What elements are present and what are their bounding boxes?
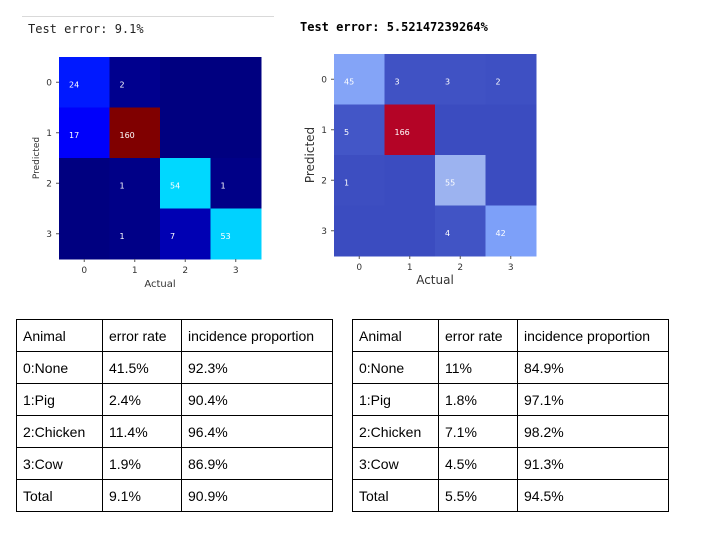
heatmap-cell	[334, 105, 385, 156]
table-header-row: Animal error rate incidence proportion	[17, 320, 333, 352]
table-cell: 5.5%	[439, 480, 518, 512]
table-cell: 2:Chicken	[17, 416, 103, 448]
heatmap-cell	[435, 206, 486, 257]
table-cell: 90.4%	[182, 384, 333, 416]
table-cell: 91.3%	[518, 448, 669, 480]
heatmap-cell	[486, 155, 537, 206]
table-cell: 90.9%	[182, 480, 333, 512]
x-axis-label: Actual	[416, 273, 454, 287]
cell-value-label: 42	[496, 229, 506, 238]
table-cell: 98.2%	[518, 416, 669, 448]
cell-value-label: 55	[445, 178, 455, 187]
y-tick-label: 0	[321, 75, 327, 85]
stats-table-left: Animal error rate incidence proportion 0:No…	[16, 319, 333, 512]
x-tick-label: 0	[356, 263, 362, 273]
table-cell: 41.5%	[103, 352, 182, 384]
table-cell: 1.9%	[103, 448, 182, 480]
y-tick-label: 3	[321, 227, 327, 237]
heatmap-cell	[385, 105, 436, 156]
table-row: Total 5.5% 94.5%	[353, 480, 669, 512]
table-row: 3:Cow 1.9% 86.9%	[17, 448, 333, 480]
table-row: 0:None 41.5% 92.3%	[17, 352, 333, 384]
column-header: Animal	[17, 320, 103, 352]
cell-value-label: 5	[344, 128, 349, 137]
cell-value-label: 45	[344, 77, 354, 86]
table-row: 0:None 11% 84.9%	[353, 352, 669, 384]
table-cell: 0:None	[353, 352, 439, 384]
table-cell: 3:Cow	[17, 448, 103, 480]
table-cell: 9.1%	[103, 480, 182, 512]
column-header: incidence proportion	[518, 320, 669, 352]
table-row: 1:Pig 2.4% 90.4%	[17, 384, 333, 416]
table-cell: 4.5%	[439, 448, 518, 480]
table-cell: Total	[353, 480, 439, 512]
column-header: error rate	[439, 320, 518, 352]
y-tick-label: 2	[321, 176, 327, 186]
heatmap-cell	[334, 206, 385, 257]
heatmap-cell	[435, 155, 486, 206]
table-cell: 92.3%	[182, 352, 333, 384]
x-tick-label: 1	[407, 263, 413, 273]
table-cell: 86.9%	[182, 448, 333, 480]
heatmap-cell	[334, 155, 385, 206]
table-cell: 11%	[439, 352, 518, 384]
table-row: 1:Pig 1.8% 97.1%	[353, 384, 669, 416]
heatmap-cell	[486, 105, 537, 156]
y-axis-label: Predicted	[303, 127, 317, 183]
table-cell: Total	[17, 480, 103, 512]
table-cell: 2:Chicken	[353, 416, 439, 448]
table-cell: 84.9%	[518, 352, 669, 384]
column-header: Animal	[353, 320, 439, 352]
cell-value-label: 3	[445, 77, 450, 86]
table-cell: 3:Cow	[353, 448, 439, 480]
heatmap-cell	[486, 54, 537, 105]
table-cell: 94.5%	[518, 480, 669, 512]
x-tick-label: 3	[508, 263, 514, 273]
table-row: Total 9.1% 90.9%	[17, 480, 333, 512]
table-row: 3:Cow 4.5% 91.3%	[353, 448, 669, 480]
cell-value-label: 166	[395, 128, 410, 137]
table-row: 2:Chicken 11.4% 96.4%	[17, 416, 333, 448]
heatmap-cell	[435, 54, 486, 105]
table-header-row: Animal error rate incidence proportion	[353, 320, 669, 352]
table-row: 2:Chicken 7.1% 98.2%	[353, 416, 669, 448]
table-cell: 11.4%	[103, 416, 182, 448]
table-cell: 7.1%	[439, 416, 518, 448]
table-cell: 97.1%	[518, 384, 669, 416]
table-cell: 1.8%	[439, 384, 518, 416]
heatmap-cell	[385, 206, 436, 257]
heatmap-cell	[334, 54, 385, 105]
table-cell: 1:Pig	[353, 384, 439, 416]
heatmap-cell	[486, 206, 537, 257]
heatmap-cell	[385, 155, 436, 206]
cell-value-label: 3	[395, 77, 400, 86]
x-tick-label: 2	[457, 263, 463, 273]
cell-value-label: 4	[445, 229, 450, 238]
column-header: incidence proportion	[182, 320, 333, 352]
y-tick-label: 1	[321, 126, 327, 136]
cell-value-label: 2	[496, 77, 501, 86]
heatmap-cell	[385, 54, 436, 105]
table-cell: 2.4%	[103, 384, 182, 416]
table-cell: 1:Pig	[17, 384, 103, 416]
column-header: error rate	[103, 320, 182, 352]
confusion-matrix-right: 45 3 3 2 5 166 1 55 4 42 0 1 2 3 0 1 2 3 Actual Predicted	[0, 0, 720, 300]
table-cell: 0:None	[17, 352, 103, 384]
cell-value-label: 1	[344, 178, 349, 187]
heatmap-cell	[435, 105, 486, 156]
stats-table-right: Animal error rate incidence proportion 0:No…	[352, 319, 669, 512]
table-cell: 96.4%	[182, 416, 333, 448]
